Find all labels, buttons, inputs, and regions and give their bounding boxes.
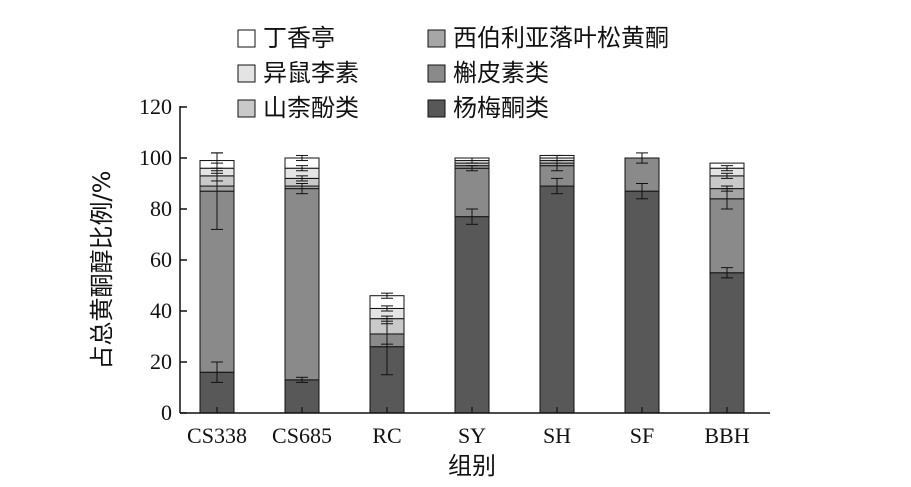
- y-tick-label: 0: [161, 400, 172, 425]
- bar-segment: [624, 190, 660, 414]
- y-tick-label: 100: [139, 145, 172, 170]
- bar-segment: [454, 216, 490, 414]
- error-bars: [211, 152, 733, 383]
- legend-swatch: [427, 99, 446, 118]
- x-axis-title: 组别: [448, 452, 496, 480]
- axes: 0 20 40 60 80 100 120 CS338 CS685 RC SY SH SF BBH: [139, 94, 770, 448]
- x-tick-label: SH: [543, 423, 571, 448]
- legend-label: 西伯利亚落叶松黄酮: [453, 24, 669, 52]
- bar-segment: [709, 272, 745, 414]
- legend-swatch: [427, 29, 446, 48]
- legend-label: 槲皮素类: [453, 59, 549, 87]
- legend-label: 丁香亭: [263, 24, 335, 52]
- y-tick-label: 120: [139, 94, 172, 119]
- bar-segment: [199, 190, 235, 373]
- y-tick-label: 40: [150, 298, 172, 323]
- bar-segment: [284, 188, 320, 381]
- legend-swatch: [237, 29, 256, 48]
- legend-label: 杨梅酮类: [453, 94, 549, 122]
- x-tick-label: RC: [372, 423, 401, 448]
- legend-label: 山柰酚类: [263, 94, 359, 122]
- x-tick-label: SY: [458, 423, 486, 448]
- legend-swatch: [237, 99, 256, 118]
- x-tick-label: BBH: [704, 423, 749, 448]
- legend-swatch: [237, 64, 256, 83]
- legend-label: 异鼠李素: [263, 59, 359, 87]
- x-tick-label: SF: [630, 423, 654, 448]
- bar-segment: [539, 185, 575, 414]
- legend-swatch: [427, 64, 446, 83]
- x-tick-label: CS685: [272, 423, 332, 448]
- bars: [199, 154, 745, 414]
- y-tick-label: 80: [150, 196, 172, 221]
- y-tick-label: 60: [150, 247, 172, 272]
- y-tick-label: 20: [150, 349, 172, 374]
- y-axis-title: 占总黄酮醇比例/%: [88, 171, 116, 370]
- x-tick-label: CS338: [187, 423, 247, 448]
- bar-segment: [709, 198, 745, 274]
